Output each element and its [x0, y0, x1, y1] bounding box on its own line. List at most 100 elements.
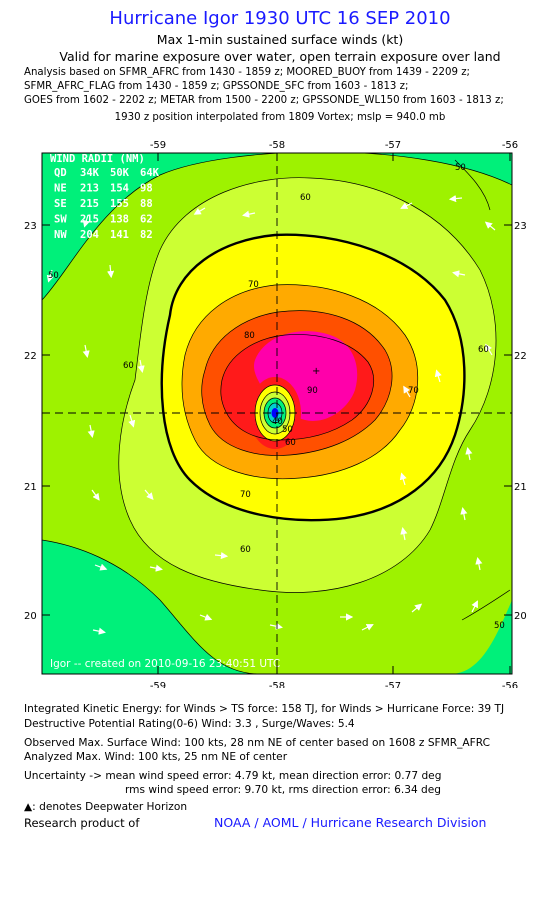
x-tick-label-bottom: -59: [150, 681, 166, 688]
wind-radii-cell: 213: [80, 183, 99, 195]
wind-radii-header-cell: 50K: [110, 167, 130, 179]
wind-radii-cell: 204: [80, 229, 99, 241]
contour-label: 50: [494, 621, 505, 631]
wind-radii-cell: 138: [110, 214, 129, 226]
wind-arrow: [92, 627, 106, 635]
contour-label: 70: [248, 280, 259, 290]
chart-subtitle: Max 1-min sustained surface winds (kt): [156, 32, 404, 47]
y-tick-label-right: 22: [514, 351, 527, 362]
wind-arrow: [434, 369, 442, 383]
wind-arrow: [214, 552, 229, 560]
wind-arrow: [193, 207, 206, 215]
wind-arrow: [471, 600, 478, 613]
observed-max-line: Observed Max. Surface Wind: 100 kts, 28 …: [24, 737, 491, 749]
wind-radii-header-cell: QD: [54, 167, 67, 179]
wind-arrow: [242, 210, 256, 218]
analysis-line-3: GOES from 1602 - 2202 z; METAR from 1500…: [24, 95, 504, 106]
wind-radii-cell: 155: [110, 198, 129, 210]
wind-arrow: [91, 489, 100, 501]
contour-label: 60: [478, 345, 489, 355]
contour-label: 50: [282, 425, 293, 435]
y-tick-label-left: 21: [24, 482, 37, 493]
wind-arrow: [448, 195, 463, 203]
wind-arrow: [484, 221, 496, 231]
wind-radii-cell: SE: [54, 198, 67, 210]
contour-label-group: 60 60 60 60 70 70 70 80 90 50 50 50 60 5…: [48, 163, 505, 631]
x-tick-label-top: -56: [502, 140, 518, 151]
wind-radii-cell: 98: [140, 183, 153, 195]
contour-label: 90: [307, 386, 318, 396]
wind-arrow: [87, 424, 95, 438]
research-label: Research product of: [24, 816, 140, 830]
wind-arrow: [403, 385, 411, 398]
wind-radii-cell: 215: [80, 198, 99, 210]
chart-title: Hurricane Igor 1930 UTC 16 SEP 2010: [109, 8, 451, 29]
wind-radii-rows: QD 34K 50K 64K NE 213 154 98 SE 215 155 88 SW 215 138 6…: [54, 167, 160, 241]
wind-arrow: [149, 564, 163, 572]
contour-label: 60: [240, 545, 251, 555]
y-tick-label-left: 23: [24, 221, 37, 232]
deepwater-icon: ▲: [24, 801, 33, 813]
contour-label: 70: [240, 490, 251, 500]
x-tick-label-top: -59: [150, 140, 166, 151]
wind-arrow: [199, 613, 213, 621]
deepwater-legend: ▲: denotes Deepwater Horizon: [24, 801, 187, 813]
contour-label: 60: [285, 438, 296, 448]
contour-label: 50: [455, 163, 466, 173]
wind-arrow: [400, 202, 413, 209]
wind-arrow: [82, 344, 90, 358]
wind-radii-cell: SW: [54, 214, 67, 226]
wind-radii-cell: NW: [54, 229, 67, 241]
wind-radii-table: WIND RADII (NM) QD 34K 50K 64K NE 213 154 98 SE 2…: [50, 153, 160, 241]
noaa-link[interactable]: NOAA / AOML / Hurricane Research Divisio…: [214, 815, 487, 830]
x-tick-label-top: -58: [269, 140, 285, 151]
wind-radii-cell: 215: [80, 214, 99, 226]
uncertainty-line-1: Uncertainty -> mean wind speed error: 4.…: [24, 770, 442, 782]
chart-subtitle-exposure: Valid for marine exposure over water, op…: [59, 49, 501, 64]
wind-arrow: [452, 270, 466, 278]
analysis-line-2: SFMR_AFRC_FLAG from 1430 - 1859 z; GPSSO…: [24, 81, 409, 92]
wind-arrow: [485, 343, 493, 356]
x-tick-label-bottom: -58: [269, 681, 285, 688]
wind-radii-header-cell: 34K: [80, 167, 100, 179]
wind-arrow: [107, 264, 115, 279]
dpr-line: Destructive Potential Rating(0-6) Wind: …: [24, 718, 355, 730]
contour-label: 70: [408, 386, 419, 396]
analysis-line-1: Analysis based on SFMR_AFRC from 1430 - …: [24, 67, 470, 78]
wind-field-map: + 60 60 60 60 70 70 70 80 90 50 50 50 60…: [24, 140, 527, 688]
wind-radii-cell: 82: [140, 229, 153, 241]
wind-arrow: [361, 624, 374, 631]
wind-arrow: [46, 269, 54, 283]
wind-arrow: [128, 414, 136, 428]
contour-label: 80: [244, 331, 255, 341]
contour-label: 60: [300, 193, 311, 203]
ike-line: Integrated Kinetic Energy: for Winds > T…: [24, 703, 505, 715]
uncertainty-line-2: rms wind speed error: 9.70 kt, rms direc…: [125, 784, 442, 796]
analyzed-max-line: Analyzed Max. Wind: 100 kts, 25 nm NE of…: [24, 751, 288, 763]
wind-arrow: [82, 214, 90, 228]
wind-arrow: [269, 622, 283, 630]
contour-label: 40: [272, 417, 283, 427]
position-note: 1930 z position interpolated from 1809 V…: [114, 112, 446, 123]
y-tick-label-right: 23: [514, 221, 527, 232]
wind-arrow: [460, 507, 468, 521]
contour-label: 60: [123, 361, 134, 371]
created-credit: Igor -- created on 2010-09-16 23:40:51 U…: [50, 658, 280, 670]
research-credit: Research product of NOAA / AOML / Hurric…: [24, 815, 486, 830]
wind-arrow: [94, 563, 108, 571]
wind-arrow: [399, 472, 407, 486]
contour-label: 50: [48, 271, 59, 281]
wind-radii-header-cell: 64K: [140, 167, 160, 179]
y-tick-label-right: 21: [514, 482, 527, 493]
wind-vectors: [46, 195, 496, 635]
latitude-ticks: 23 23 22 22 21 21 20 20: [24, 221, 527, 622]
wind-arrow: [465, 447, 473, 461]
x-tick-label-top: -57: [385, 140, 401, 151]
wind-radii-cell: 141: [110, 229, 129, 241]
wind-radii-cell: 88: [140, 198, 153, 210]
wind-arrow: [144, 489, 154, 501]
hurricane-force-contour: [160, 233, 466, 522]
wind-arrow: [137, 359, 145, 373]
x-tick-label-bottom: -57: [385, 681, 401, 688]
longitude-ticks: -59 -59 -58 -58 -57 -57 -56 -56: [150, 140, 518, 688]
